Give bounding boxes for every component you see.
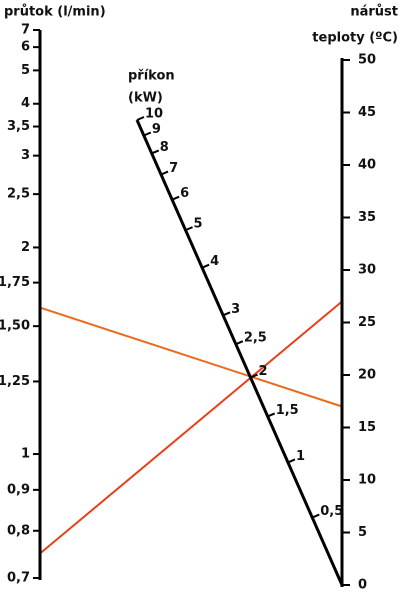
- middle-tick-label: 10: [145, 107, 163, 122]
- middle-axis-line: [135, 119, 344, 586]
- middle-tick-label: 6: [180, 186, 189, 201]
- middle-tick-label: 1: [296, 449, 305, 464]
- right-tick-label: 25: [358, 315, 376, 330]
- connector-line: [39, 300, 343, 555]
- middle-tick-label: 2: [259, 364, 268, 379]
- left-tick-label: 1: [21, 447, 30, 462]
- middle-tick-label: 4: [210, 254, 219, 269]
- left-tick-label: 4: [21, 96, 30, 111]
- tick: [311, 513, 320, 519]
- left-tick-label: 2,5: [7, 187, 30, 202]
- tick: [267, 412, 276, 418]
- connector-line: [39, 306, 343, 408]
- right-tick-label: 15: [358, 420, 376, 435]
- middle-tick-label: 9: [152, 122, 161, 137]
- right-tick-label: 5: [358, 525, 367, 540]
- tick: [136, 116, 145, 121]
- left-tick-label: 2: [21, 240, 30, 255]
- right-tick-label: 40: [358, 158, 376, 173]
- tick: [235, 340, 244, 346]
- tick: [151, 149, 160, 155]
- tick: [222, 311, 231, 317]
- tick: [185, 226, 193, 232]
- tick: [160, 170, 169, 176]
- right-axis-title: teploty (ºC): [312, 31, 398, 46]
- middle-axis-title: (kW): [128, 91, 163, 106]
- left-axis-title: průtok (l/min): [4, 5, 106, 20]
- left-tick-label: 5: [21, 63, 30, 78]
- left-tick-label: 1,25: [0, 374, 30, 389]
- middle-tick-label: 8: [160, 140, 169, 155]
- left-tick-label: 3,5: [7, 119, 30, 134]
- left-tick-label: 0,7: [7, 571, 30, 586]
- left-tick-label: 1,75: [0, 275, 30, 290]
- left-tick-label: 0,8: [7, 523, 30, 538]
- left-tick-label: 6: [21, 40, 30, 55]
- tick: [201, 263, 210, 269]
- middle-tick-label: 1,5: [276, 403, 299, 418]
- right-tick-label: 50: [358, 53, 376, 68]
- tick: [287, 458, 296, 464]
- middle-axis-title: příkon: [128, 69, 175, 84]
- tick: [171, 195, 180, 201]
- left-tick-label: 0,9: [7, 482, 30, 497]
- middle-tick-label: 3: [231, 302, 240, 317]
- right-tick-label: 35: [358, 210, 376, 225]
- right-tick-label: 0: [358, 578, 367, 593]
- right-axis-title: nárůst: [350, 5, 398, 20]
- right-tick-label: 20: [358, 368, 376, 383]
- right-tick-label: 30: [358, 263, 376, 278]
- tick: [143, 131, 152, 137]
- tick: [250, 373, 258, 379]
- middle-tick-label: 7: [169, 161, 178, 176]
- left-tick-label: 3: [21, 148, 30, 163]
- left-tick-label: 7: [21, 23, 30, 38]
- left-tick-label: 1,50: [0, 319, 30, 334]
- right-tick-label: 45: [358, 105, 376, 120]
- middle-tick-label: 0,5: [320, 504, 343, 519]
- middle-tick-label: 5: [194, 217, 203, 232]
- right-tick-label: 10: [358, 473, 376, 488]
- middle-tick-label: 2,5: [244, 331, 267, 346]
